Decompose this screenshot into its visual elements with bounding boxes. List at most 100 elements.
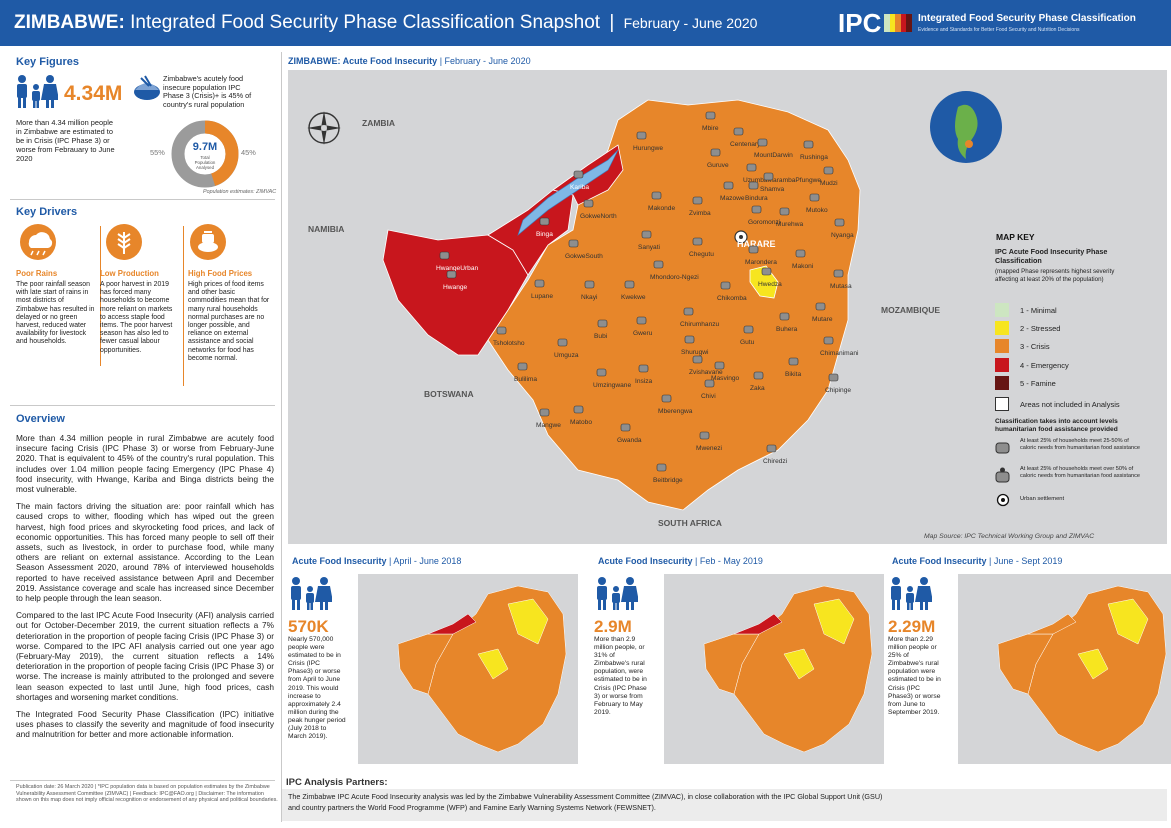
logo-name: Integrated Food Security Phase Classific… (918, 13, 1136, 24)
district-label: Chipinge (825, 387, 851, 394)
legend-item: 1 - Minimal (995, 303, 1057, 317)
district-label: Mudzi (820, 180, 838, 187)
district-label: Chikomba (717, 295, 747, 302)
assistance-over-50-icon (995, 467, 1010, 483)
district-label: Umzingwane (593, 382, 631, 389)
share-text: Zimbabwe's acutely food insecure populat… (163, 74, 252, 109)
legend-swatch (995, 397, 1009, 411)
mini-map-text: More than 2.9 million people, or 31% of … (594, 636, 647, 716)
population-donut-chart (171, 120, 239, 188)
district-label: Goromonzi (748, 219, 781, 226)
mini-map-period: | June - Sept 2019 (986, 556, 1063, 566)
mini-map-title: Acute Food Insecurity | April - June 201… (292, 556, 461, 566)
district-label: Buhera (776, 326, 798, 333)
ipc-logo: IPC Integrated Food Security Phase Class… (838, 8, 1168, 40)
map-key-subtitle: IPC Acute Food Insecurity Phase Classifi… (995, 247, 1108, 265)
crop-icon (106, 224, 142, 260)
rain-icon (20, 224, 56, 260)
district-labels: Mbire Hurungwe Centenary Guruve MountDarwin R… (436, 111, 859, 484)
overview-title: Overview (16, 413, 65, 425)
logo-tagline: Evidence and Standards for Better Food S… (918, 27, 1080, 33)
assistance-icon (720, 281, 731, 290)
district-label: GokweSouth (565, 253, 603, 260)
country-label-south-africa: SOUTH AFRICA (658, 518, 722, 528)
logo-phase-bars (884, 14, 912, 32)
district-label: Bubi (594, 333, 608, 340)
driver-text-high-food-prices: High prices of food items and other basi… (188, 281, 270, 362)
key-drivers-title: Key Drivers (16, 206, 78, 218)
driver-title-poor-rains: Poor Rains (16, 269, 58, 278)
district-label: Chimanimani (820, 350, 859, 357)
partners-text-2: and country partners the World Food Prog… (288, 803, 656, 812)
assistance-icon (573, 170, 584, 179)
mini-map[interactable] (958, 574, 1171, 764)
assistance-icon (833, 269, 844, 278)
country-label-mozambique: MOZAMBIQUE (881, 305, 940, 315)
title-text: Integrated Food Security Phase Classific… (130, 12, 601, 33)
legend-swatch (995, 303, 1009, 317)
country-label-namibia: NAMIBIA (308, 224, 344, 234)
district-label: Zvishavane (689, 369, 723, 376)
assistance-icon (573, 405, 584, 414)
donut-right-pct: 45% (241, 148, 256, 157)
district-label: Mutare (812, 316, 833, 323)
district-label: Insiza (635, 378, 653, 385)
assistance-icon (748, 181, 759, 190)
population-source: Population estimates: ZIMVAC (203, 189, 277, 195)
assistance-icon (584, 280, 595, 289)
district-label: Matobo (570, 419, 592, 426)
partners-text-1: The Zimbabwe IPC Acute Food Insecurity a… (288, 792, 883, 801)
country-label-botswana: BOTSWANA (424, 389, 474, 399)
urban-settlement-icon (996, 493, 1010, 507)
main-map-title-text: ZIMBABWE: Acute Food Insecurity (288, 56, 438, 66)
district-label: Murehwa (776, 221, 803, 228)
assistance-25-50-icon (995, 442, 1010, 454)
mini-map[interactable] (358, 574, 578, 764)
legend-swatch (995, 321, 1009, 335)
mini-map-figure: 2.29M (888, 617, 936, 636)
district-label: Umguza (554, 352, 579, 359)
donut-total-label: Total Population Analysed (194, 155, 216, 170)
district-label: Gwanda (617, 437, 642, 444)
legend-label: 4 - Emergency (1020, 360, 1069, 370)
district-label: Masvingo (711, 375, 740, 382)
region-binga-emergency[interactable] (487, 189, 574, 276)
lake-kariba (517, 149, 619, 236)
overview-paragraph: More than 4.34 million people in rural Z… (16, 433, 274, 495)
assistance-icon (597, 319, 608, 328)
title-country: ZIMBABWE: (14, 12, 125, 33)
district-label: Gweru (633, 330, 653, 337)
mini-map-title: Acute Food Insecurity | June - Sept 2019 (892, 556, 1062, 566)
assistance-icon (795, 249, 806, 258)
assistance-legend-2: At least 25% of households meet over 50%… (1020, 466, 1141, 479)
legend-swatch (995, 358, 1009, 372)
district-label: Gutu (740, 339, 755, 346)
people-icon (17, 75, 58, 108)
map-key-note: (mapped Phase represents highest severit… (995, 268, 1115, 283)
legend-swatch (995, 339, 1009, 353)
assistance-icon (583, 199, 594, 208)
assistance-icon (568, 239, 579, 248)
mini-map-period: | April - June 2018 (386, 556, 462, 566)
assistance-icon (596, 368, 607, 377)
legend-item: 4 - Emergency (995, 358, 1069, 372)
district-label: Guruve (707, 162, 729, 169)
district-label: Kariba (570, 184, 589, 191)
district-label: Hwange (443, 284, 468, 291)
legend-label: 3 - Crisis (1020, 341, 1050, 351)
assistance-icon (534, 279, 545, 288)
capital-label: HARARE (737, 239, 776, 249)
assistance-icon (446, 270, 457, 279)
donut-total: 9.7M (192, 141, 218, 153)
mini-map[interactable] (664, 574, 884, 764)
assistance-icon (779, 207, 790, 216)
main-map[interactable]: HARARE ZAMBIA NAMIBIA BOTSWANA MOZAMBIQU… (288, 70, 1167, 544)
district-label: Hwedza (758, 281, 782, 288)
district-label: Marondera (745, 259, 777, 266)
assistance-icon (714, 361, 725, 370)
district-label: Mazowe (720, 195, 745, 202)
district-label: Shamva (760, 186, 785, 193)
assistance-icon (723, 181, 734, 190)
legend-item: 2 - Stressed (995, 321, 1060, 335)
overview-paragraph: Compared to the last IPC Acute Food Inse… (16, 610, 274, 702)
